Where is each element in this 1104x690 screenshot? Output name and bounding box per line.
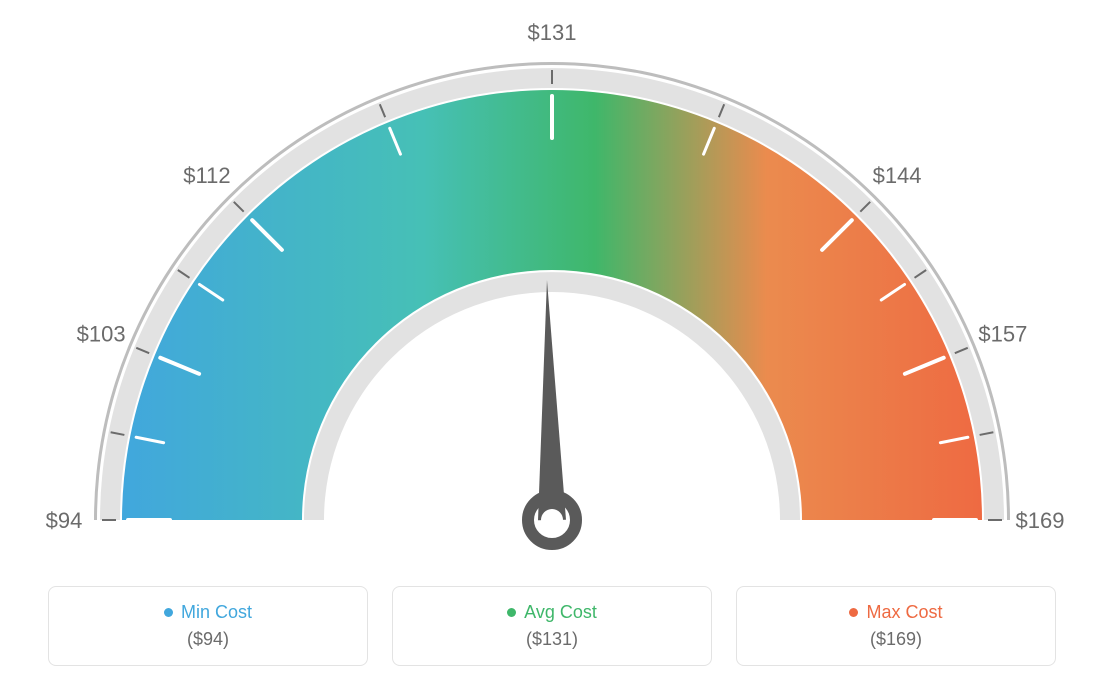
- cost-gauge: $94 $103 $112 $131 $144 $157 $169: [0, 0, 1104, 560]
- legend-min-label-row: Min Cost: [164, 602, 252, 623]
- svg-text:$103: $103: [77, 321, 126, 346]
- legend-max-label: Max Cost: [866, 602, 942, 623]
- legend-avg-value: ($131): [526, 629, 578, 650]
- legend-max-label-row: Max Cost: [849, 602, 942, 623]
- svg-text:$169: $169: [1016, 508, 1065, 533]
- legend-row: Min Cost ($94) Avg Cost ($131) Max Cost …: [48, 586, 1056, 666]
- legend-min-value: ($94): [187, 629, 229, 650]
- svg-text:$94: $94: [46, 508, 83, 533]
- svg-text:$112: $112: [183, 163, 230, 188]
- legend-card-max: Max Cost ($169): [736, 586, 1056, 666]
- dot-min: [164, 608, 173, 617]
- legend-avg-label: Avg Cost: [524, 602, 597, 623]
- legend-card-min: Min Cost ($94): [48, 586, 368, 666]
- svg-text:$157: $157: [978, 321, 1027, 346]
- dot-max: [849, 608, 858, 617]
- gauge-svg: $94 $103 $112 $131 $144 $157 $169: [0, 0, 1104, 560]
- svg-text:$131: $131: [528, 20, 577, 45]
- legend-avg-label-row: Avg Cost: [507, 602, 597, 623]
- svg-text:$144: $144: [873, 163, 922, 188]
- legend-card-avg: Avg Cost ($131): [392, 586, 712, 666]
- legend-max-value: ($169): [870, 629, 922, 650]
- legend-min-label: Min Cost: [181, 602, 252, 623]
- dot-avg: [507, 608, 516, 617]
